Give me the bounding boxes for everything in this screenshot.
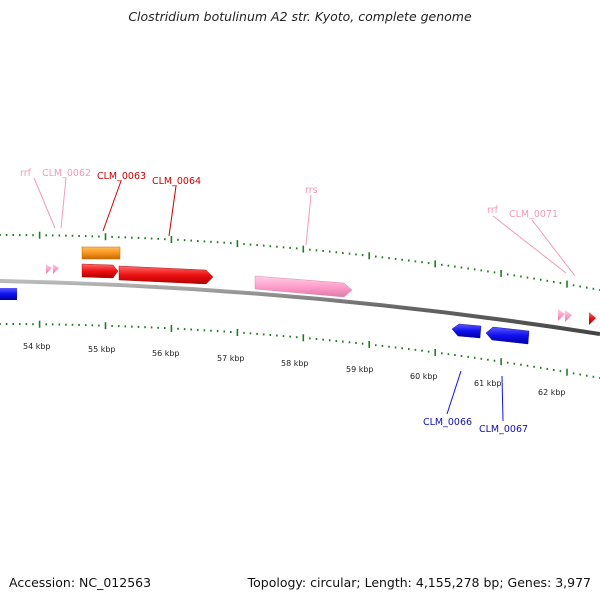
callout-rrf-2 [492, 215, 567, 274]
callout-clm-0062 [60, 177, 67, 229]
feature-rrf-2-arrows[interactable] [558, 309, 572, 322]
label-clm-0063[interactable]: CLM_0063 [97, 171, 146, 182]
label-clm-0071[interactable]: CLM_0071 [509, 209, 558, 220]
scale-label-59kbp: 59 kbp [346, 365, 374, 374]
feature-orange-gene[interactable] [81, 246, 121, 260]
upper-tick-row [0, 231, 600, 291]
scale-label-55kbp: 55 kbp [88, 345, 116, 354]
feature-clm-0071-arrow[interactable] [589, 312, 596, 325]
scale-label-62kbp: 62 kbp [538, 388, 566, 397]
feature-clm-0066-arrow[interactable] [451, 323, 482, 339]
scale-label-54kbp: 54 kbp [23, 342, 51, 351]
scale-label-56kbp: 56 kbp [152, 349, 180, 358]
genome-title: Clostridium botulinum A2 str. Kyoto, com… [128, 9, 472, 24]
label-clm-0062[interactable]: CLM_0062 [42, 168, 91, 179]
label-rrs[interactable]: rrs [305, 185, 318, 196]
feature-rrf-1-arrows[interactable] [46, 264, 59, 274]
callout-clm-0067 [501, 375, 504, 422]
label-rrf-1[interactable]: rrf [20, 168, 32, 179]
callout-rrs [305, 194, 312, 246]
callout-clm-0066 [446, 370, 462, 415]
label-clm-0067[interactable]: CLM_0067 [479, 424, 528, 435]
accession-text: Accession: NC_012563 [9, 575, 152, 590]
scale-label-60kbp: 60 kbp [410, 372, 438, 381]
feature-clm-0067-arrow[interactable] [485, 326, 530, 345]
feature-clm-0063-arrow[interactable] [81, 263, 119, 279]
genome-summary-text: Topology: circular; Length: 4,155,278 bp… [247, 575, 591, 590]
callout-clm-0071 [531, 219, 576, 277]
scale-label-58kbp: 58 kbp [281, 359, 309, 368]
scale-label-61kbp: 61 kbp [474, 379, 502, 388]
feature-clm-0064-arrow[interactable] [118, 265, 214, 285]
label-clm-0064[interactable]: CLM_0064 [152, 176, 201, 187]
callout-clm-0063 [102, 180, 122, 232]
callout-clm-0064 [168, 185, 177, 237]
feature-rrs-arrow[interactable] [254, 275, 353, 298]
label-rrf-2[interactable]: rrf [487, 205, 499, 216]
label-clm-0066[interactable]: CLM_0066 [423, 417, 472, 428]
scale-label-57kbp: 57 kbp [217, 354, 245, 363]
lower-tick-row [0, 320, 600, 379]
feature-blue-gene-left[interactable] [0, 288, 17, 300]
genome-backbone [0, 279, 600, 336]
callout-rrf-1 [33, 177, 56, 229]
